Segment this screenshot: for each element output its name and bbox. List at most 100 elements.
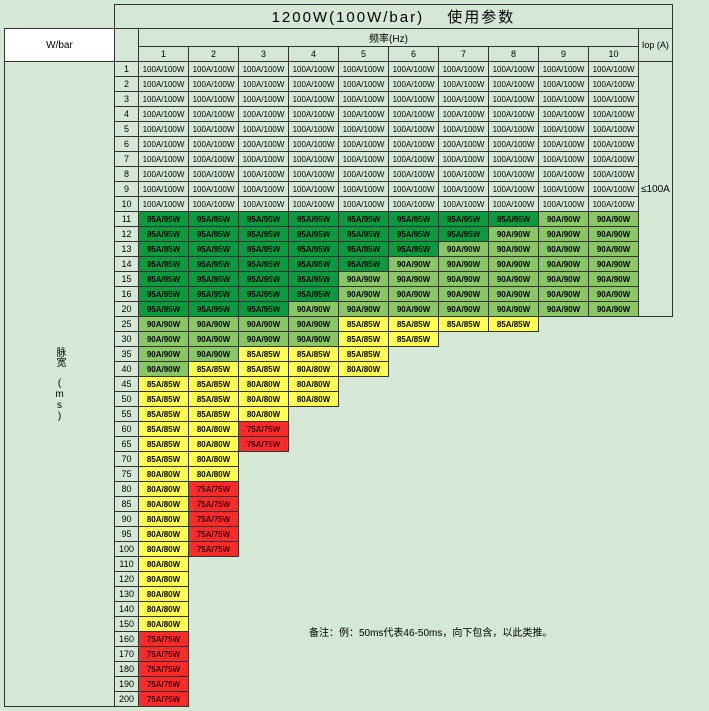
empty-cell [239, 662, 289, 677]
data-cell: 90A/90W [339, 302, 389, 317]
empty-cell [239, 572, 289, 587]
data-cell: 90A/90W [239, 317, 289, 332]
data-cell: 80A/80W [139, 542, 189, 557]
col-header-7: 7 [439, 47, 489, 62]
data-cell: 100A/100W [389, 152, 439, 167]
empty-cell [589, 452, 639, 467]
data-cell: 100A/100W [139, 152, 189, 167]
data-cell: 80A/80W [139, 482, 189, 497]
data-cell: 100A/100W [439, 182, 489, 197]
col-header-8: 8 [489, 47, 539, 62]
empty-cell [389, 482, 439, 497]
data-cell: 90A/90W [239, 332, 289, 347]
data-cell: 85A/85W [139, 422, 189, 437]
col-header-10: 10 [589, 47, 639, 62]
data-cell: 80A/80W [139, 467, 189, 482]
data-cell: 95A/95W [289, 212, 339, 227]
data-cell: 90A/90W [289, 332, 339, 347]
data-cell: 100A/100W [189, 77, 239, 92]
data-cell: 90A/90W [139, 362, 189, 377]
data-cell: 100A/100W [289, 137, 339, 152]
data-cell: 100A/100W [489, 107, 539, 122]
data-cell: 100A/100W [489, 167, 539, 182]
data-cell: 75A/75W [139, 632, 189, 647]
data-cell: 100A/100W [539, 77, 589, 92]
data-cell: 95A/95W [339, 242, 389, 257]
empty-cell [589, 317, 639, 332]
data-cell: 100A/100W [539, 62, 589, 77]
data-cell: 95A/95W [439, 212, 489, 227]
data-cell: 100A/100W [139, 77, 189, 92]
empty-cell [639, 647, 673, 662]
data-cell: 75A/75W [139, 692, 189, 707]
empty-cell [289, 437, 339, 452]
data-cell: 100A/100W [289, 122, 339, 137]
data-cell: 85A/85W [189, 407, 239, 422]
data-cell: 95A/95W [139, 212, 189, 227]
data-cell: 95A/95W [239, 212, 289, 227]
data-cell: 95A/95W [339, 212, 389, 227]
empty-cell [289, 572, 339, 587]
wbar-label: W/bar [5, 29, 115, 62]
data-cell: 85A/85W [139, 407, 189, 422]
empty-cell [539, 482, 589, 497]
data-cell: 95A/95W [439, 227, 489, 242]
empty-cell [239, 692, 289, 707]
data-cell: 90A/90W [489, 257, 539, 272]
data-cell: 95A/95W [289, 272, 339, 287]
row-num: 4 [115, 107, 139, 122]
empty-cell [389, 497, 439, 512]
data-cell: 100A/100W [339, 197, 389, 212]
data-cell: 80A/80W [289, 392, 339, 407]
data-cell: 90A/90W [289, 317, 339, 332]
empty-cell [339, 467, 389, 482]
data-cell: 90A/90W [439, 272, 489, 287]
data-cell: 100A/100W [289, 152, 339, 167]
row-num: 110 [115, 557, 139, 572]
data-cell: 100A/100W [539, 137, 589, 152]
empty-cell [589, 692, 639, 707]
empty-cell [439, 467, 489, 482]
data-cell: 80A/80W [139, 497, 189, 512]
col-header-5: 5 [339, 47, 389, 62]
empty-cell [339, 572, 389, 587]
data-cell: 90A/90W [189, 347, 239, 362]
empty-cell [539, 587, 589, 602]
data-cell: 100A/100W [439, 152, 489, 167]
data-cell: 85A/85W [139, 437, 189, 452]
row-num: 15 [115, 272, 139, 287]
data-cell: 90A/90W [139, 347, 189, 362]
empty-cell [189, 662, 239, 677]
empty-cell [339, 437, 389, 452]
empty-cell [389, 512, 439, 527]
data-cell: 75A/75W [189, 542, 239, 557]
row-num: 65 [115, 437, 139, 452]
empty-cell [339, 407, 389, 422]
empty-cell [639, 692, 673, 707]
data-cell: 85A/85W [139, 452, 189, 467]
empty-cell [489, 347, 539, 362]
data-cell: 75A/75W [239, 437, 289, 452]
empty-cell [339, 377, 389, 392]
empty-cell [389, 587, 439, 602]
data-cell: 100A/100W [439, 197, 489, 212]
data-cell: 75A/75W [189, 512, 239, 527]
empty-cell [389, 407, 439, 422]
empty-cell [389, 677, 439, 692]
empty-cell [189, 602, 239, 617]
data-cell: 100A/100W [589, 92, 639, 107]
empty-cell [639, 437, 673, 452]
empty-cell [439, 392, 489, 407]
row-num: 160 [115, 632, 139, 647]
empty-cell [539, 692, 589, 707]
data-cell: 80A/80W [189, 452, 239, 467]
row-num: 13 [115, 242, 139, 257]
empty-cell [289, 407, 339, 422]
data-cell: 80A/80W [289, 362, 339, 377]
empty-cell [289, 512, 339, 527]
data-cell: 80A/80W [139, 557, 189, 572]
data-cell: 100A/100W [139, 137, 189, 152]
data-cell: 100A/100W [589, 77, 639, 92]
empty-cell [639, 332, 673, 347]
empty-cell [539, 602, 589, 617]
